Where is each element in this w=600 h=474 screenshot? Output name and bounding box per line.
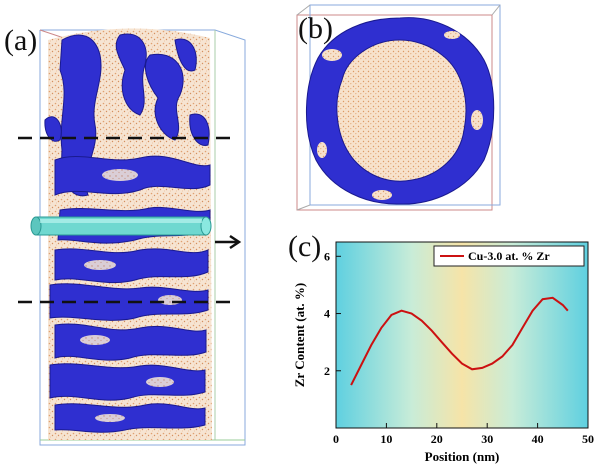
x-tick-label: 0	[333, 432, 339, 446]
y-tick-label: 2	[324, 364, 330, 378]
atom-gaps	[80, 169, 182, 422]
series-line	[350, 296, 569, 386]
zr-isosurfaces	[44, 33, 211, 433]
zr-ring	[305, 17, 495, 205]
ring-gaps	[317, 31, 483, 200]
x-tick-label: 40	[532, 432, 544, 446]
y-axis-label: Zr Content (at. %)	[292, 283, 307, 387]
panel-label-b: (b)	[298, 12, 333, 45]
cross-section-disc	[308, 18, 492, 202]
direction-arrow-icon	[215, 234, 242, 250]
x-tick-label: 20	[431, 432, 443, 446]
y-tick-label: 6	[324, 249, 330, 263]
plot-frame	[335, 241, 589, 429]
panel-a: (a)	[0, 0, 270, 469]
zr-profile-chart: 0 10 20 30 40 50 2 4 6 Position (nm) Zr Content …	[292, 241, 594, 464]
legend-entry: Cu-3.0 at. % Zr	[468, 249, 550, 263]
panel-b-cross-section	[296, 4, 501, 211]
panel-a-reconstruction	[18, 28, 246, 446]
x-tick-label: 50	[582, 432, 594, 446]
legend-box	[433, 245, 585, 267]
y-tick-label: 4	[324, 307, 330, 321]
x-tick-label: 30	[481, 432, 493, 446]
plot-background	[336, 242, 588, 428]
analysis-cylinder	[30, 216, 212, 236]
panel-c: (c) 0 10 20 30 40 50 2 4 6 Position (nm) Zr Cont…	[288, 226, 600, 469]
legend: Cu-3.0 at. % Zr	[433, 245, 585, 267]
panel-b: (b)	[292, 0, 600, 220]
x-tick-label: 10	[380, 432, 392, 446]
x-axis-label: Position (nm)	[425, 449, 500, 464]
panel-label-a: (a)	[4, 24, 38, 57]
panel-label-c: (c)	[288, 230, 322, 263]
